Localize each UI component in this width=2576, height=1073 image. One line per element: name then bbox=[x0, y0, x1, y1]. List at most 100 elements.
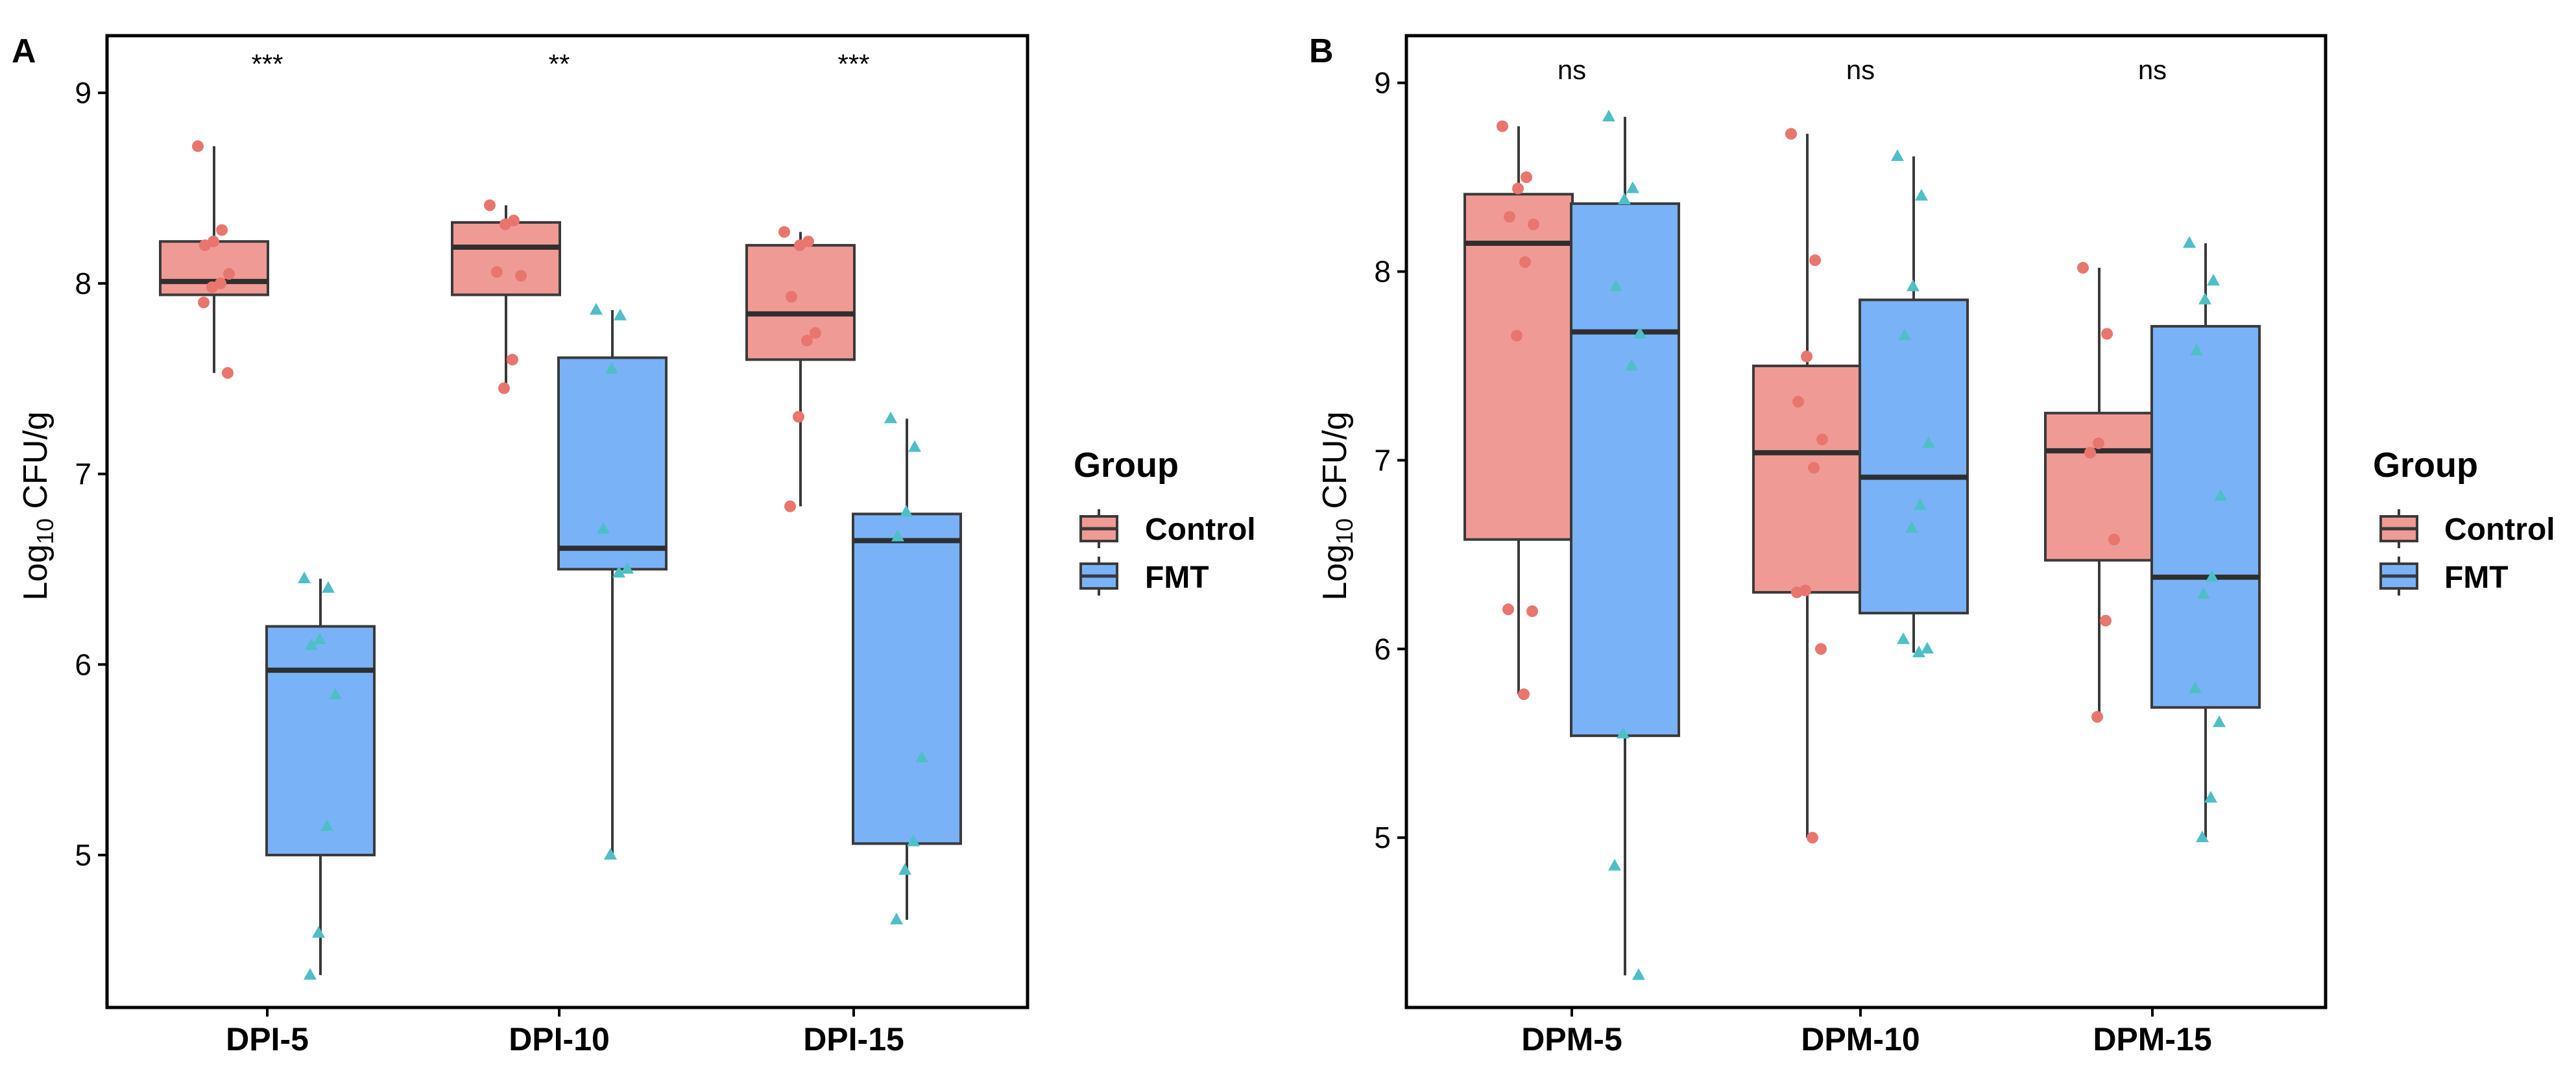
data-point-control bbox=[2100, 614, 2112, 627]
y-tick-label: 8 bbox=[1374, 255, 1391, 289]
data-point-fmt bbox=[1912, 645, 1925, 658]
box-control bbox=[2044, 411, 2154, 562]
box-fmt bbox=[265, 625, 376, 857]
data-point-control bbox=[198, 296, 210, 309]
data-point-fmt bbox=[329, 688, 342, 700]
significance-label: ** bbox=[549, 49, 570, 79]
data-point-fmt bbox=[884, 411, 897, 424]
data-point-control bbox=[1808, 462, 1820, 474]
legend-a: Group Control FMT bbox=[1074, 446, 1256, 596]
y-tick-label: 7 bbox=[1374, 443, 1391, 477]
data-point-fmt bbox=[1608, 858, 1621, 871]
x-tick-label: DPI-15 bbox=[803, 1021, 904, 1057]
data-point-control bbox=[498, 382, 510, 394]
data-point-fmt bbox=[1632, 968, 1645, 980]
data-point-fmt bbox=[915, 751, 928, 763]
data-point-fmt bbox=[605, 362, 618, 374]
data-point-control bbox=[1518, 688, 1530, 701]
panel-b: B Log10 CFU/g 5 6 7 8 9 DPM-5 ns DPM-10 ns DPM-15… bbox=[1309, 32, 2328, 1057]
data-point-fmt bbox=[1891, 149, 1904, 162]
data-point-fmt bbox=[891, 529, 904, 542]
data-point-fmt bbox=[320, 819, 333, 831]
data-point-fmt bbox=[907, 834, 920, 847]
data-point-fmt bbox=[604, 848, 617, 860]
legend-label-fmt: FMT bbox=[2444, 561, 2509, 595]
data-point-control bbox=[500, 218, 511, 230]
panel-label: B bbox=[1309, 32, 1334, 70]
data-point-control bbox=[801, 334, 813, 346]
data-point-fmt bbox=[2213, 715, 2226, 727]
x-tick-label: DPI-10 bbox=[509, 1021, 610, 1057]
y-axis-title: Log10 CFU/g bbox=[17, 411, 58, 601]
y-axis-title: Log10 CFU/g bbox=[1316, 411, 1358, 601]
legend-label-fmt: FMT bbox=[1145, 561, 1209, 595]
x-tick-label: DPI-5 bbox=[226, 1021, 309, 1057]
box-fmt bbox=[852, 512, 962, 845]
data-point-control bbox=[507, 354, 518, 366]
data-point-control bbox=[222, 367, 234, 379]
data-point-control bbox=[1504, 211, 1515, 223]
data-point-control bbox=[1519, 256, 1531, 269]
data-point-fmt bbox=[1915, 189, 1928, 201]
data-point-fmt bbox=[2204, 791, 2217, 803]
box-control bbox=[159, 240, 269, 296]
data-point-fmt bbox=[1602, 110, 1615, 122]
data-point-fmt bbox=[1609, 279, 1622, 291]
data-point-fmt bbox=[1897, 632, 1910, 644]
data-point-fmt bbox=[2198, 293, 2211, 305]
y-tick-label: 8 bbox=[75, 267, 91, 300]
box-control bbox=[1752, 365, 1862, 594]
data-point-fmt bbox=[2183, 235, 2196, 248]
data-point-control bbox=[1502, 603, 1514, 616]
data-point-control bbox=[515, 270, 527, 282]
y-tick-label: 6 bbox=[1374, 632, 1391, 666]
data-point-control bbox=[223, 268, 235, 280]
data-point-control bbox=[1521, 171, 1532, 184]
data-point-control bbox=[1785, 128, 1797, 140]
data-point-fmt bbox=[890, 912, 903, 924]
data-point-fmt bbox=[305, 638, 318, 650]
data-point-fmt bbox=[2207, 274, 2220, 286]
legend-title: Group bbox=[1074, 446, 1179, 485]
data-point-control bbox=[2084, 446, 2096, 459]
data-point-control bbox=[491, 266, 503, 278]
y-tick-label: 5 bbox=[75, 838, 91, 872]
data-point-fmt bbox=[2197, 586, 2210, 599]
data-point-fmt bbox=[621, 562, 634, 574]
legend-b: Group Control FMT bbox=[2373, 446, 2555, 596]
data-point-control bbox=[793, 411, 804, 423]
data-point-fmt bbox=[898, 863, 911, 875]
data-point-control bbox=[199, 239, 211, 252]
box-fmt bbox=[557, 356, 668, 571]
data-point-control bbox=[484, 199, 496, 211]
data-point-control bbox=[778, 226, 790, 238]
y-tick-label: 9 bbox=[75, 76, 91, 110]
box-control bbox=[745, 244, 856, 361]
significance-label: ns bbox=[2138, 54, 2167, 85]
legend-title: Group bbox=[2373, 446, 2478, 485]
data-point-control bbox=[2091, 711, 2103, 723]
data-point-fmt bbox=[612, 566, 625, 578]
data-point-control bbox=[1815, 643, 1827, 655]
significance-label: *** bbox=[251, 49, 283, 79]
data-point-fmt bbox=[908, 440, 921, 452]
data-point-control bbox=[1801, 350, 1812, 363]
data-point-fmt bbox=[304, 968, 317, 980]
data-point-fmt bbox=[2196, 830, 2209, 843]
data-point-control bbox=[1791, 586, 1803, 599]
y-tick-label: 5 bbox=[1374, 821, 1391, 854]
box-control bbox=[451, 221, 561, 296]
data-point-fmt bbox=[1633, 326, 1646, 339]
data-point-fmt bbox=[1921, 642, 1934, 654]
x-tick-label: DPM-5 bbox=[1521, 1021, 1622, 1057]
data-point-fmt bbox=[1617, 727, 1630, 739]
legend-label-control: Control bbox=[1145, 512, 1256, 547]
data-point-control bbox=[1807, 832, 1818, 844]
data-point-control bbox=[2093, 437, 2104, 450]
legend-key-control bbox=[2379, 509, 2418, 548]
data-point-fmt bbox=[312, 926, 325, 938]
data-point-control bbox=[1511, 330, 1523, 342]
data-point-fmt bbox=[1907, 279, 1920, 291]
legend-key-fmt bbox=[2379, 557, 2418, 596]
